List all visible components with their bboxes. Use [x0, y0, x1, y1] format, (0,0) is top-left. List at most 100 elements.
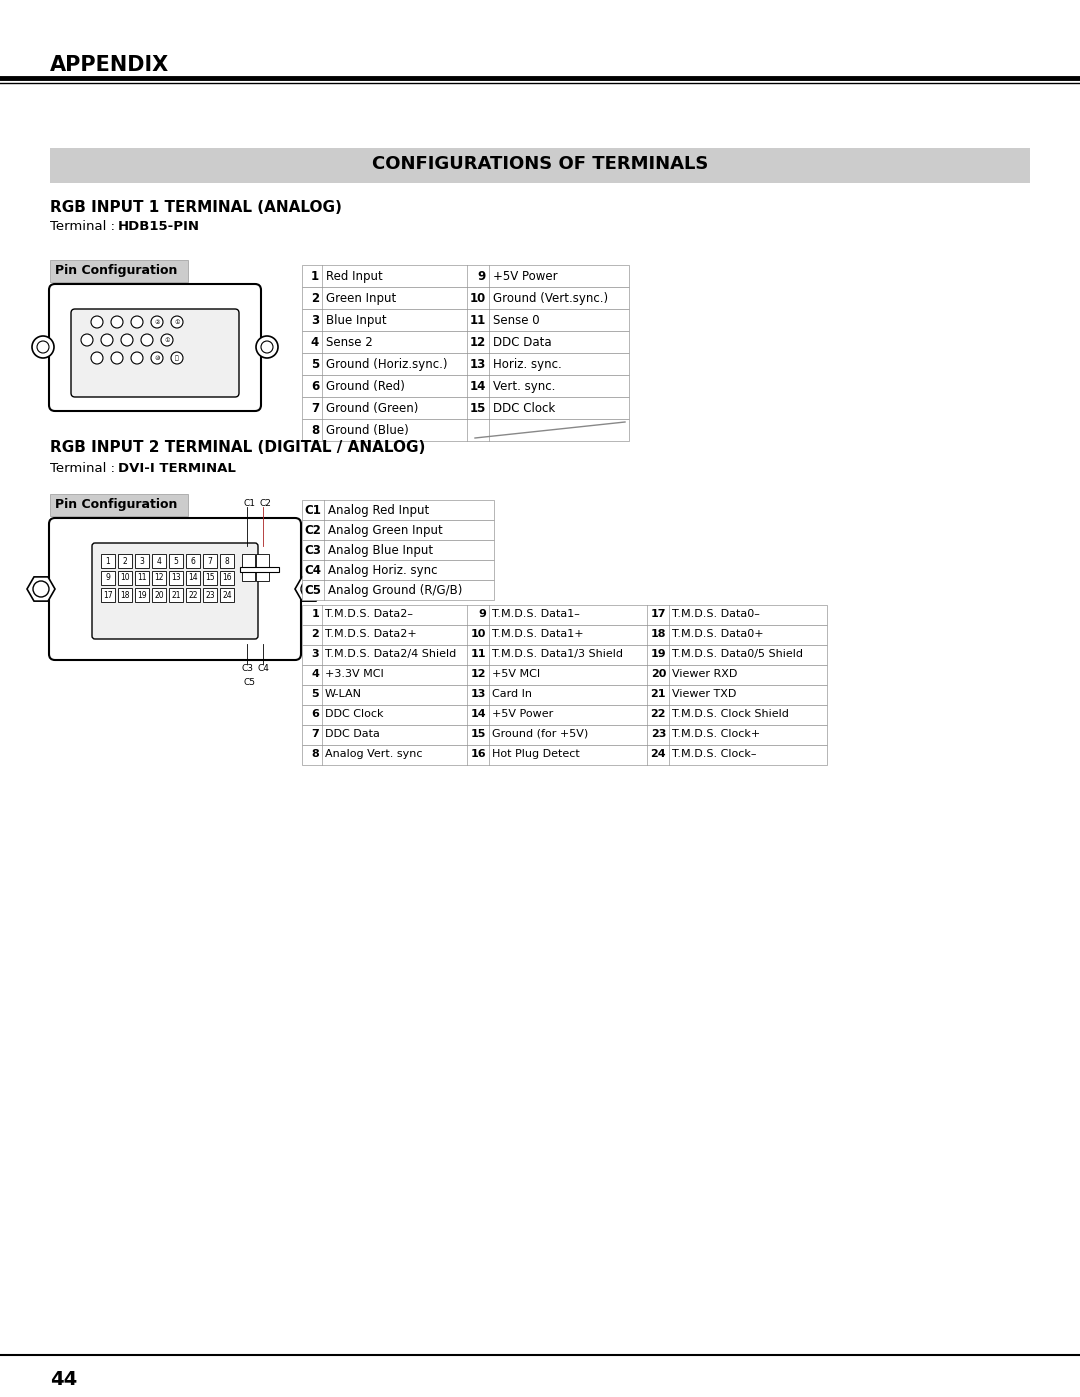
Text: 6: 6 [311, 380, 319, 393]
Text: C1: C1 [243, 499, 255, 509]
Text: Ground (for +5V): Ground (for +5V) [492, 729, 589, 739]
Text: RGB INPUT 1 TERMINAL (ANALOG): RGB INPUT 1 TERMINAL (ANALOG) [50, 200, 342, 215]
Text: T.M.D.S. Data0–: T.M.D.S. Data0– [672, 609, 760, 619]
Circle shape [32, 337, 54, 358]
Bar [302, 580, 494, 599]
Bar [50, 148, 1030, 183]
Text: 23: 23 [650, 729, 666, 739]
Text: +5V Power: +5V Power [492, 710, 553, 719]
Text: Ground (Red): Ground (Red) [326, 380, 405, 393]
Text: 5: 5 [311, 689, 319, 698]
Text: 7: 7 [311, 402, 319, 415]
Bar [302, 397, 629, 419]
Text: 15: 15 [470, 402, 486, 415]
Bar [186, 555, 200, 569]
Bar [302, 560, 494, 580]
Bar [302, 725, 827, 745]
Text: ①: ① [164, 338, 170, 342]
Text: 10: 10 [470, 292, 486, 305]
Text: DDC Clock: DDC Clock [492, 402, 555, 415]
Bar [118, 571, 132, 585]
Text: 11: 11 [471, 650, 486, 659]
Bar [118, 555, 132, 569]
Text: 5: 5 [311, 358, 319, 372]
Text: 10: 10 [120, 574, 130, 583]
Bar [302, 645, 827, 665]
Text: 2: 2 [311, 292, 319, 305]
Bar [168, 588, 183, 602]
Circle shape [102, 334, 113, 346]
Text: 22: 22 [650, 710, 666, 719]
Text: 16: 16 [471, 749, 486, 759]
Text: 7: 7 [207, 556, 213, 566]
Bar [203, 571, 217, 585]
Text: C4: C4 [303, 564, 321, 577]
Circle shape [171, 352, 183, 365]
Bar [152, 571, 166, 585]
Bar [302, 705, 827, 725]
Bar [102, 555, 114, 569]
Text: 19: 19 [137, 591, 147, 599]
Text: Pin Configuration: Pin Configuration [55, 264, 177, 277]
Text: 3: 3 [311, 650, 319, 659]
Bar [302, 745, 827, 766]
Text: C3: C3 [305, 543, 321, 557]
Bar [302, 265, 629, 286]
Text: C2: C2 [305, 524, 321, 536]
Bar [220, 571, 234, 585]
Text: 24: 24 [650, 749, 666, 759]
Bar [186, 588, 200, 602]
FancyBboxPatch shape [49, 284, 261, 411]
Bar [168, 555, 183, 569]
Circle shape [121, 334, 133, 346]
Bar [135, 571, 149, 585]
Text: Green Input: Green Input [326, 292, 396, 305]
Text: T.M.D.S. Data0/5 Shield: T.M.D.S. Data0/5 Shield [672, 650, 804, 659]
Text: 17: 17 [650, 609, 666, 619]
Circle shape [171, 316, 183, 328]
Text: 18: 18 [120, 591, 130, 599]
Bar [302, 685, 827, 705]
Text: 22: 22 [188, 591, 198, 599]
Bar [302, 605, 827, 624]
Text: Sense 0: Sense 0 [492, 314, 540, 327]
Text: 1: 1 [311, 270, 319, 284]
Circle shape [33, 581, 49, 597]
Text: C3: C3 [241, 664, 253, 673]
Bar [240, 567, 279, 571]
Text: C2: C2 [259, 499, 271, 509]
Text: 13: 13 [470, 358, 486, 372]
Bar [302, 419, 629, 441]
Text: Hot Plug Detect: Hot Plug Detect [492, 749, 580, 759]
Text: 24: 24 [222, 591, 232, 599]
Text: ②: ② [154, 320, 160, 324]
Text: Ground (Blue): Ground (Blue) [326, 425, 408, 437]
Bar [203, 588, 217, 602]
Text: T.M.D.S. Data2–: T.M.D.S. Data2– [325, 609, 413, 619]
Text: 8: 8 [225, 556, 229, 566]
Text: APPENDIX: APPENDIX [50, 54, 170, 75]
Text: T.M.D.S. Clock Shield: T.M.D.S. Clock Shield [672, 710, 788, 719]
Text: 1: 1 [106, 556, 110, 566]
Text: T.M.D.S. Data1–: T.M.D.S. Data1– [492, 609, 580, 619]
Text: Analog Ground (R/G/B): Analog Ground (R/G/B) [328, 584, 462, 597]
Text: 18: 18 [650, 629, 666, 638]
Text: 3: 3 [139, 556, 145, 566]
Circle shape [131, 352, 143, 365]
Text: 3: 3 [311, 314, 319, 327]
Text: 4: 4 [157, 556, 161, 566]
Bar [302, 624, 827, 645]
Text: 23: 23 [205, 591, 215, 599]
Bar [302, 353, 629, 374]
Bar [168, 571, 183, 585]
Text: 14: 14 [188, 574, 198, 583]
Text: Ground (Vert.sync.): Ground (Vert.sync.) [492, 292, 608, 305]
Text: 9: 9 [106, 574, 110, 583]
Text: 11: 11 [137, 574, 147, 583]
Text: T.M.D.S. Data2/4 Shield: T.M.D.S. Data2/4 Shield [325, 650, 456, 659]
Text: +5V Power: +5V Power [492, 270, 557, 284]
Text: 13: 13 [471, 689, 486, 698]
Text: Terminal :: Terminal : [50, 219, 119, 233]
Text: 21: 21 [650, 689, 666, 698]
Text: C5: C5 [303, 584, 321, 597]
